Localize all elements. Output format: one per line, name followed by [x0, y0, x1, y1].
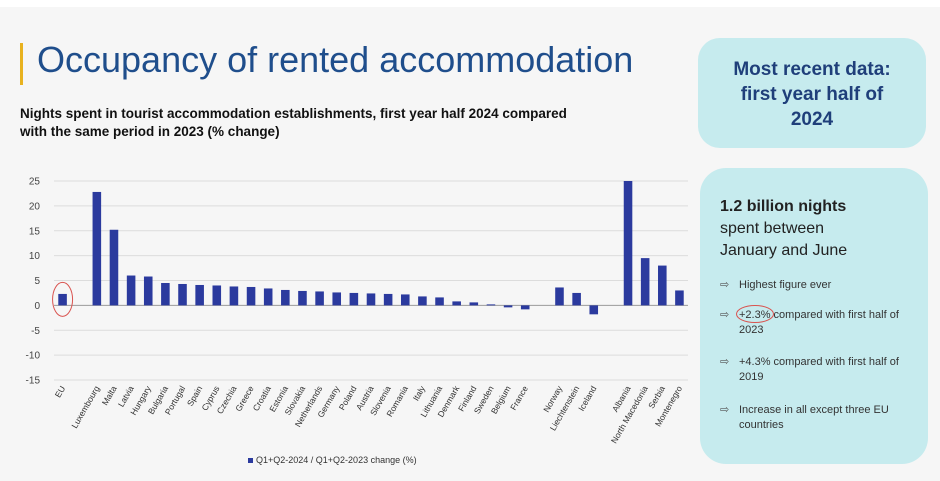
bar: [400, 294, 410, 306]
bar: [298, 290, 307, 306]
y-tick-label: 15: [29, 226, 41, 237]
hollow-arrow-icon: ⇨: [720, 404, 730, 416]
bar: [349, 292, 359, 306]
y-tick-label: -5: [31, 326, 40, 337]
bar: [640, 258, 650, 306]
bar: [92, 191, 102, 306]
bar: [452, 301, 461, 306]
bar: [109, 229, 119, 306]
bar: [58, 293, 67, 306]
bar: [332, 292, 342, 306]
bar: [520, 305, 530, 310]
facts-bullet-text: Highest figure ever: [739, 279, 832, 291]
hollow-arrow-icon: ⇨: [720, 309, 730, 321]
y-tick-label: -15: [26, 376, 41, 387]
x-tick-label: France: [508, 384, 530, 412]
y-tick-label: 20: [29, 201, 41, 212]
bar: [315, 291, 324, 306]
legend-label: Q1+Q2-2024 / Q1+Q2-2023 change (%): [256, 455, 417, 465]
y-tick-label: 10: [29, 251, 41, 262]
hollow-arrow-icon: ⇨: [720, 279, 730, 291]
title-accent-bar: [20, 43, 23, 85]
facts-sub2: January and June: [720, 242, 848, 259]
facts-bullet: ⇨ +4.3% compared with first half of 2019: [720, 355, 920, 385]
top-strip: [0, 0, 940, 7]
y-tick-label: 0: [34, 301, 40, 312]
eu-highlight-circle: [52, 281, 74, 317]
x-tick-label: Italy: [411, 383, 428, 402]
chart-subtitle: Nights spent in tourist accommodation es…: [20, 106, 567, 139]
bar: [623, 181, 633, 306]
bar: [435, 297, 444, 306]
highlight-circle: [736, 305, 774, 323]
bar: [572, 292, 581, 306]
bar: [246, 286, 256, 306]
bar: [366, 293, 376, 306]
facts-bullet: ⇨ +2.3% compared with first half of 2023: [720, 308, 920, 338]
bar: [555, 287, 564, 306]
bar: [263, 288, 273, 306]
facts-bullet: ⇨ Increase in all except three EU countr…: [720, 403, 920, 433]
slide-title: Occupancy of rented accommodation: [37, 39, 634, 80]
bar: [195, 284, 204, 306]
y-tick-label: 5: [34, 276, 40, 287]
facts-headline: 1.2 billion nights: [720, 198, 847, 215]
legend-swatch: [248, 458, 253, 464]
y-tick-label: -10: [26, 351, 41, 362]
recent-data-line2: first year half of: [740, 84, 884, 105]
bar: [229, 286, 239, 306]
recent-data-line1: Most recent data:: [733, 59, 891, 80]
bar: [383, 293, 393, 306]
bar: [469, 302, 479, 306]
facts-bullet-text: +4.3% compared with first half of 2019: [739, 356, 899, 383]
recent-data-box: Most recent data: first year half of 202…: [698, 38, 926, 148]
bar: [675, 290, 684, 306]
bar: [161, 282, 170, 306]
facts-sub1: spent between: [720, 220, 825, 237]
hollow-arrow-icon: ⇨: [720, 356, 730, 368]
bar: [418, 296, 427, 306]
bar: [589, 305, 599, 315]
bar: [178, 283, 187, 306]
recent-data-line3: 2024: [790, 109, 834, 130]
bar: [143, 276, 153, 306]
facts-bullet-text: Increase in all except three EU countrie…: [739, 404, 889, 431]
facts-bullet: ⇨ Highest figure ever: [720, 278, 920, 293]
chart-legend: Q1+Q2-2024 / Q1+Q2-2023 change (%): [248, 455, 417, 465]
bar: [503, 305, 513, 308]
bar: [281, 289, 290, 306]
y-tick-label: 25: [29, 177, 41, 188]
bar: [486, 304, 496, 306]
x-tick-label: Luxembourg: [69, 384, 101, 430]
x-tick-label: EU: [53, 384, 68, 399]
facts-bullet-text: +2.3% compared with first half of 2023: [739, 309, 899, 336]
facts-box: 1.2 billion nights spent between January…: [700, 168, 928, 464]
bar: [212, 285, 222, 306]
bar: [126, 275, 136, 306]
bar: [658, 265, 667, 306]
